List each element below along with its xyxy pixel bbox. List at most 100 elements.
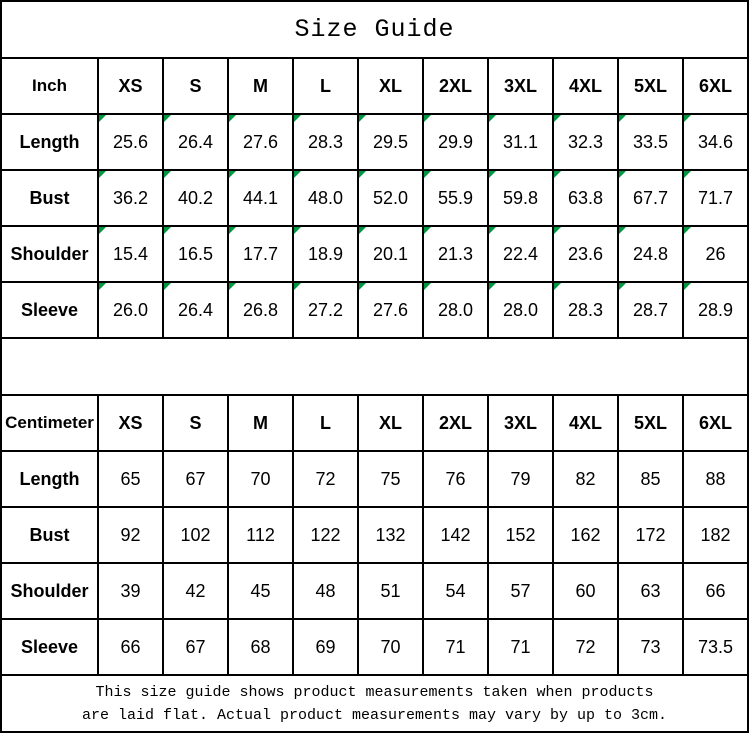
measure-value-cell: 22.4 — [487, 225, 554, 283]
size-header-row: Centimeter XS S M L XL 2XL 3XL 4XL 5XL 6XL — [0, 394, 749, 452]
cell-text: 73.5 — [697, 636, 734, 657]
measure-value-cell: 26.4 — [162, 281, 229, 339]
size-header-cell: L — [292, 57, 359, 115]
measure-label-cell: Sleeve — [0, 281, 99, 339]
size-header-cell: 6XL — [682, 394, 749, 452]
measure-value-cell: 26.0 — [97, 281, 164, 339]
measure-label-cell: Shoulder — [0, 562, 99, 620]
cell-text: 71 — [510, 636, 531, 657]
measure-value-cell: 122 — [292, 506, 359, 564]
cell-text: 40.2 — [177, 187, 214, 208]
cell-text: 24.8 — [632, 243, 669, 264]
cell-text: 71.7 — [697, 187, 734, 208]
cell-text: 67 — [185, 636, 206, 657]
green-corner-flag-icon — [620, 284, 626, 290]
measure-value-cell: 27.6 — [357, 281, 424, 339]
cell-text: 3XL — [503, 412, 537, 433]
cell-text: 2XL — [438, 412, 472, 433]
green-corner-flag-icon — [100, 172, 106, 178]
green-corner-flag-icon — [620, 228, 626, 234]
measure-value-cell: 28.3 — [552, 281, 619, 339]
measure-value-cell: 28.9 — [682, 281, 749, 339]
cell-text: 4XL — [568, 75, 602, 96]
cell-text: 28.9 — [697, 299, 734, 320]
cell-text: 63.8 — [567, 187, 604, 208]
cell-text: Sleeve — [20, 636, 79, 657]
cell-text: Bust — [29, 187, 70, 208]
measure-value-cell: 132 — [357, 506, 424, 564]
green-corner-flag-icon — [425, 172, 431, 178]
green-corner-flag-icon — [165, 228, 171, 234]
measure-label-cell: Shoulder — [0, 225, 99, 283]
green-corner-flag-icon — [165, 172, 171, 178]
cell-text: L — [320, 75, 331, 96]
measure-label-cell: Length — [0, 450, 99, 508]
unit-header-cell: Centimeter — [0, 394, 99, 452]
cell-text: 79 — [510, 468, 531, 489]
measure-value-cell: 31.1 — [487, 113, 554, 171]
green-corner-flag-icon — [490, 284, 496, 290]
cell-text: 82 — [575, 468, 596, 489]
measure-value-cell: 32.3 — [552, 113, 619, 171]
cell-text: 66 — [120, 636, 141, 657]
measure-value-cell: 92 — [97, 506, 164, 564]
cell-text: S — [189, 75, 202, 96]
size-header-cell: 2XL — [422, 394, 489, 452]
measure-value-cell: 51 — [357, 562, 424, 620]
cell-text: Centimeter — [5, 413, 94, 432]
cell-text: 70 — [380, 636, 401, 657]
cell-text: 29.9 — [437, 131, 474, 152]
measure-value-cell: 69 — [292, 618, 359, 676]
size-header-cell: 3XL — [487, 57, 554, 115]
cell-text: 182 — [700, 524, 731, 545]
measure-value-cell: 20.1 — [357, 225, 424, 283]
size-header-cell: 5XL — [617, 394, 684, 452]
green-corner-flag-icon — [165, 284, 171, 290]
cell-text: 48.0 — [307, 187, 344, 208]
green-corner-flag-icon — [425, 228, 431, 234]
green-corner-flag-icon — [360, 228, 366, 234]
green-corner-flag-icon — [685, 284, 691, 290]
cell-text: 28.3 — [307, 131, 344, 152]
size-header-cell: S — [162, 394, 229, 452]
green-corner-flag-icon — [620, 172, 626, 178]
green-corner-flag-icon — [230, 284, 236, 290]
cell-text: 21.3 — [437, 243, 474, 264]
size-header-cell: XL — [357, 57, 424, 115]
measure-label-cell: Sleeve — [0, 618, 99, 676]
measure-value-cell: 39 — [97, 562, 164, 620]
cell-text: 68 — [250, 636, 271, 657]
cell-text: 69 — [315, 636, 336, 657]
cell-text: 70 — [250, 468, 271, 489]
measure-value-cell: 60 — [552, 562, 619, 620]
cell-text: 5XL — [633, 412, 667, 433]
measure-value-cell: 82 — [552, 450, 619, 508]
cell-text: Shoulder — [10, 580, 89, 601]
green-corner-flag-icon — [360, 116, 366, 122]
cell-text: 67 — [185, 468, 206, 489]
measure-value-cell: 36.2 — [97, 169, 164, 227]
cell-text: 42 — [185, 580, 206, 601]
cell-text: Inch — [32, 76, 67, 95]
cell-text: 75 — [380, 468, 401, 489]
measure-value-cell: 142 — [422, 506, 489, 564]
measure-value-cell: 88 — [682, 450, 749, 508]
cell-text: 18.9 — [307, 243, 344, 264]
measure-row: Length 25.6 26.4 27.6 28.3 29.5 29.9 31.1 32.3 33… — [0, 113, 749, 171]
cell-text: 45 — [250, 580, 271, 601]
measure-value-cell: 73 — [617, 618, 684, 676]
cell-text: 132 — [375, 524, 406, 545]
measure-value-cell: 25.6 — [97, 113, 164, 171]
measure-value-cell: 76 — [422, 450, 489, 508]
cell-text: 5XL — [633, 75, 667, 96]
cell-text: 152 — [505, 524, 536, 545]
cell-text: S — [189, 412, 202, 433]
measure-value-cell: 55.9 — [422, 169, 489, 227]
cell-text: 26.4 — [177, 131, 214, 152]
measure-value-cell: 40.2 — [162, 169, 229, 227]
green-corner-flag-icon — [100, 284, 106, 290]
measure-value-cell: 72 — [292, 450, 359, 508]
page-title: Size Guide — [0, 0, 749, 57]
green-corner-flag-icon — [100, 116, 106, 122]
cell-text: 26.8 — [242, 299, 279, 320]
